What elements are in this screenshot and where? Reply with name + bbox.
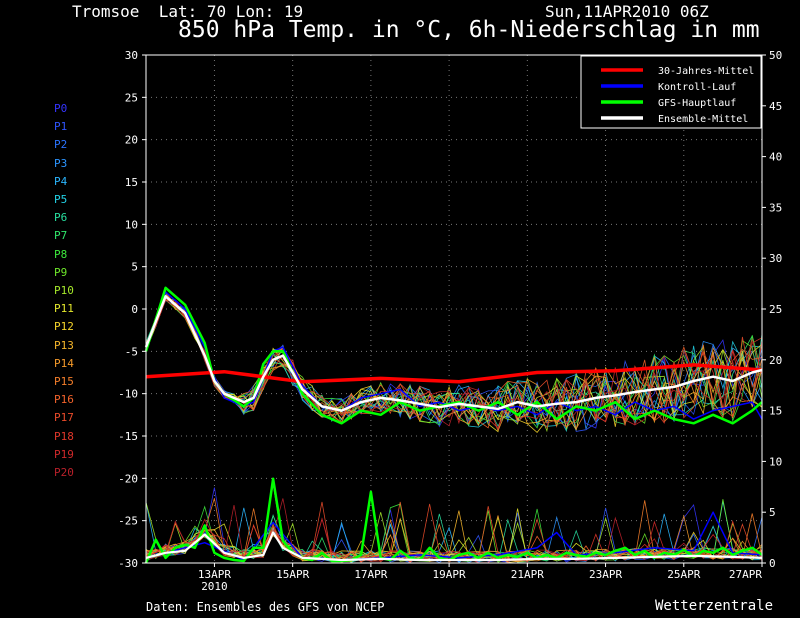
main-series xyxy=(144,286,763,564)
x-tick-label: 13APR xyxy=(198,568,231,581)
legend-label: GFS-Hauptlauf xyxy=(658,98,736,109)
plot-frame xyxy=(145,54,763,564)
member-label: P5 xyxy=(54,193,68,206)
legend: 30-Jahres-Mittel Kontroll-Lauf GFS-Hauptla… xyxy=(580,55,762,129)
member-label: P3 xyxy=(54,156,68,170)
y-right-tick-label: 10 xyxy=(769,455,782,468)
x-tick-label: 27APR xyxy=(729,568,762,581)
y-left-tick-label: 15 xyxy=(125,176,138,189)
member-temp-line xyxy=(145,298,763,431)
x-tick-label: 17APR xyxy=(354,568,387,581)
y-left-tick-label: 0 xyxy=(131,303,138,316)
member-label: P17 xyxy=(54,411,74,425)
legend-box xyxy=(580,55,762,129)
member-label: P9 xyxy=(54,265,68,279)
x-tick-label: 19APR xyxy=(433,568,466,581)
y-right-tick-label: 40 xyxy=(769,151,782,164)
data-source: Daten: Ensembles des GFS von NCEP xyxy=(146,600,385,614)
run-date: Sun,11APR2010 06Z xyxy=(545,2,709,21)
x-tick-label: 25APR xyxy=(667,568,700,581)
legend-label: Ensemble-Mittel xyxy=(658,114,748,125)
ensemble-mean-temp-line xyxy=(144,295,763,412)
brand-label: Wetterzentrale xyxy=(655,598,774,614)
axes: -30 -25 -20 -15 -10 -5 0 5 10 15 20 25 30 0 5 10 15 20 25 3… xyxy=(118,49,782,593)
y-right-tick-label: 30 xyxy=(769,252,782,265)
member-label: P16 xyxy=(54,393,74,407)
legend-label: Kontroll-Lauf xyxy=(658,82,736,93)
x-tick-label: 21APR xyxy=(511,568,544,581)
member-label: P20 xyxy=(54,466,74,479)
y-left-tick-label: 5 xyxy=(131,261,138,274)
control-precip-line xyxy=(145,511,763,561)
y-right-tick-label: 25 xyxy=(769,303,782,316)
member-label: P0 xyxy=(54,102,68,115)
gfs-temp-line xyxy=(144,286,763,425)
y-right-tick-label: 15 xyxy=(769,405,782,418)
y-left-tick-label: -25 xyxy=(118,515,138,528)
member-label: P1 xyxy=(54,120,68,134)
member-label: P8 xyxy=(54,247,68,261)
member-label: P7 xyxy=(54,229,68,243)
y-left-tick-label: -5 xyxy=(125,345,138,358)
member-label: P18 xyxy=(54,429,74,443)
chart-title: 850 hPa Temp. in °C, 6h-Niederschlag in … xyxy=(178,17,760,43)
y-left-tick-label: -10 xyxy=(118,388,138,401)
member-label: P4 xyxy=(54,174,68,188)
grid xyxy=(146,55,763,563)
y-left-tick-label: -15 xyxy=(118,430,138,443)
member-label: P12 xyxy=(54,320,74,334)
ensemble-members xyxy=(145,290,763,564)
x-tick-sublabel: 2010 xyxy=(201,580,228,593)
y-left-tick-label: 30 xyxy=(125,49,138,62)
y-right-tick-label: 5 xyxy=(769,506,776,519)
member-label: P6 xyxy=(54,211,68,225)
y-right-tick-label: 50 xyxy=(769,49,782,62)
y-right-tick-label: 35 xyxy=(769,201,782,214)
y-right-tick-label: 20 xyxy=(769,354,782,367)
member-temp-line xyxy=(145,298,763,429)
legend-label: 30-Jahres-Mittel xyxy=(658,66,754,77)
x-tick-label: 15APR xyxy=(276,568,309,581)
y-left-tick-label: 10 xyxy=(125,218,138,231)
location-header: Tromsoe Lat: 70 Lon: 19 xyxy=(72,2,304,21)
climate-mean-line xyxy=(145,363,763,384)
y-left-tick-label: 25 xyxy=(125,91,138,104)
ensemble-mean-precip-line xyxy=(145,531,763,562)
member-label: P14 xyxy=(54,356,74,370)
gfs-precip-line xyxy=(144,477,763,564)
member-label: P15 xyxy=(54,375,74,388)
y-right-tick-label: 45 xyxy=(769,100,782,113)
member-label: P2 xyxy=(54,138,68,152)
y-left-tick-label: -20 xyxy=(118,472,138,485)
y-right-tick-label: 0 xyxy=(769,557,776,570)
member-label: P13 xyxy=(54,338,74,352)
member-precip-line xyxy=(145,517,763,564)
member-label: P19 xyxy=(54,447,74,461)
member-label: P10 xyxy=(54,284,74,297)
member-label: P11 xyxy=(54,302,74,316)
x-tick-label: 23APR xyxy=(589,568,622,581)
y-left-tick-label: -30 xyxy=(118,557,138,570)
y-left-tick-label: 20 xyxy=(125,134,138,147)
